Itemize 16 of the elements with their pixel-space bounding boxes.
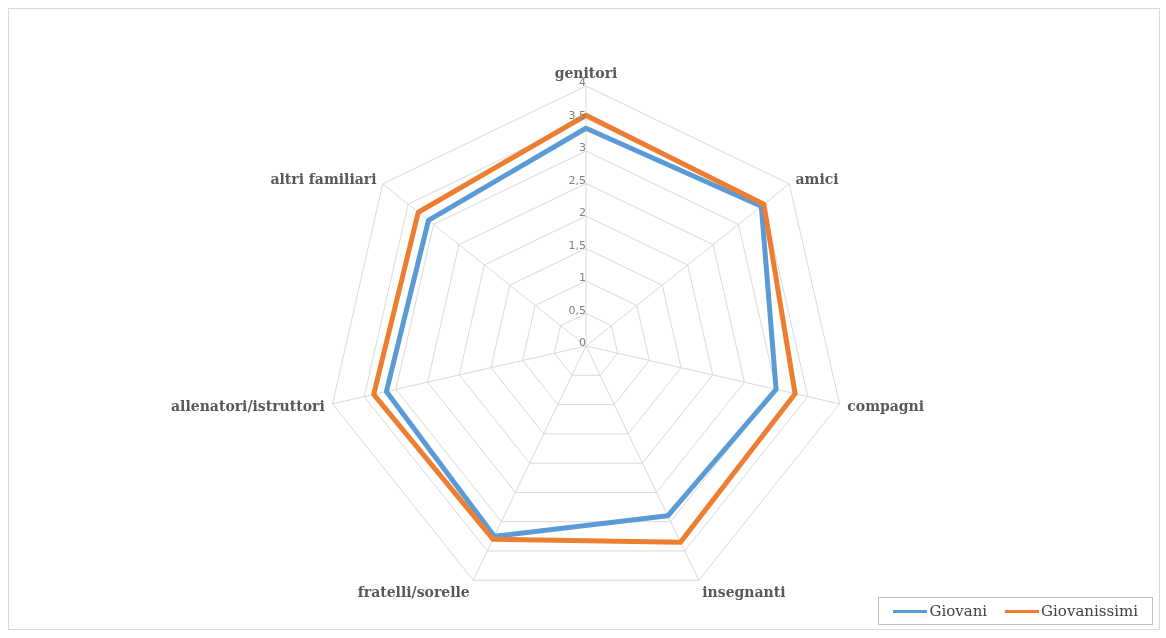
y-tick-label: 2: [579, 206, 586, 219]
legend-label: Giovanissimi: [1041, 602, 1138, 620]
y-tick-label: 2,5: [568, 173, 586, 187]
y-tick-label: 0: [579, 336, 586, 349]
spoke-label: compagni: [847, 397, 925, 414]
y-tick-label: 3: [579, 141, 586, 154]
y-tick-label: 3,5: [568, 108, 586, 122]
spoke-label: amici: [795, 170, 839, 187]
spoke-label: altri familiari: [270, 170, 377, 187]
spoke-label: fratelli/sorelle: [357, 584, 470, 601]
y-tick-label: 1,5: [568, 238, 586, 252]
spoke-label: insegnanti: [702, 584, 786, 601]
spoke-label: allenatori/istruttori: [171, 397, 325, 414]
legend-label: Giovani: [929, 602, 988, 620]
y-tick-label: 1: [579, 271, 586, 284]
y-tick-label: 0,5: [568, 303, 586, 317]
